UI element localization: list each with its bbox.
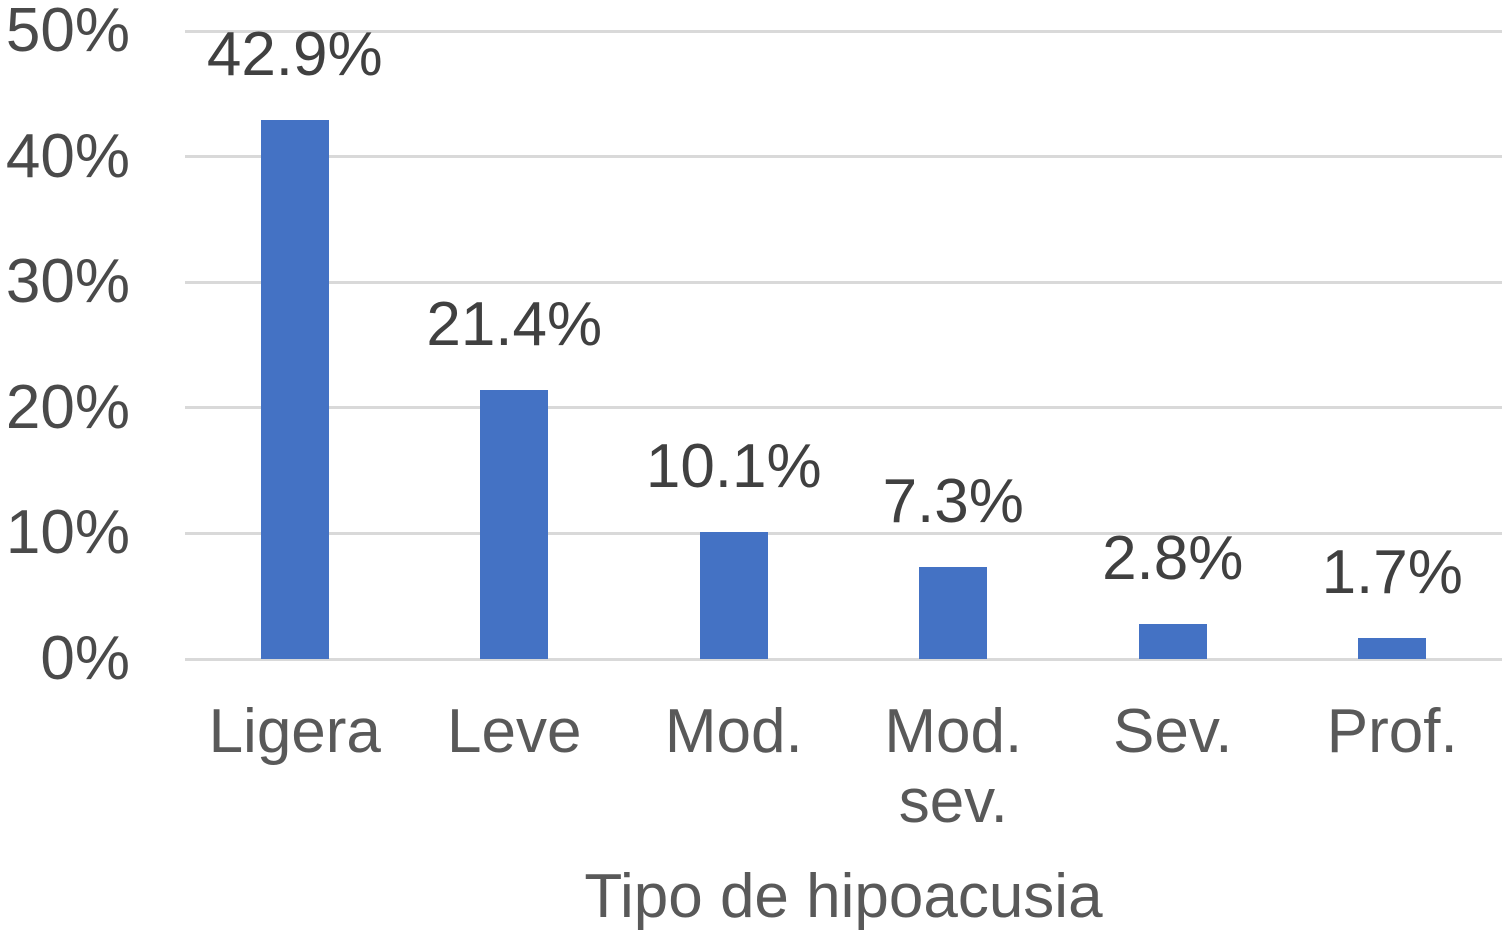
- bar-value-label: 7.3%: [882, 467, 1024, 537]
- category-label: Sev.: [1113, 697, 1233, 766]
- bar-leve: [480, 390, 549, 659]
- bar-ligera: [260, 120, 329, 659]
- y-tick-label: 40%: [5, 121, 130, 191]
- bar-value-label: 1.7%: [1321, 537, 1463, 607]
- gridline: [185, 155, 1502, 159]
- bar-sev: [1138, 623, 1207, 659]
- y-tick-label: 20%: [5, 372, 130, 442]
- bar-mod-sev: [919, 567, 988, 659]
- bar-value-label: 21.4%: [426, 290, 603, 360]
- category-label: Ligera: [208, 697, 381, 766]
- gridline: [185, 29, 1502, 33]
- gridline: [185, 531, 1502, 535]
- bar-prof: [1358, 637, 1427, 659]
- category-label: Mod. sev.: [884, 697, 1023, 836]
- bar-value-label: 2.8%: [1102, 523, 1244, 593]
- y-tick-label: 30%: [5, 247, 130, 317]
- category-label: Mod.: [664, 697, 803, 766]
- gridline: [185, 406, 1502, 410]
- category-label: Prof.: [1326, 697, 1458, 766]
- x-axis-title: Tipo de hipoacusia: [584, 862, 1103, 931]
- bar-value-label: 42.9%: [206, 20, 383, 90]
- y-tick-label: 0%: [40, 624, 130, 693]
- y-tick-label: 10%: [5, 498, 130, 568]
- bar-mod: [699, 532, 768, 659]
- gridline: [185, 280, 1502, 284]
- bar-value-label: 10.1%: [645, 432, 822, 502]
- category-label: Leve: [447, 697, 582, 766]
- y-tick-label: 50%: [5, 0, 130, 65]
- gridline: [185, 657, 1502, 661]
